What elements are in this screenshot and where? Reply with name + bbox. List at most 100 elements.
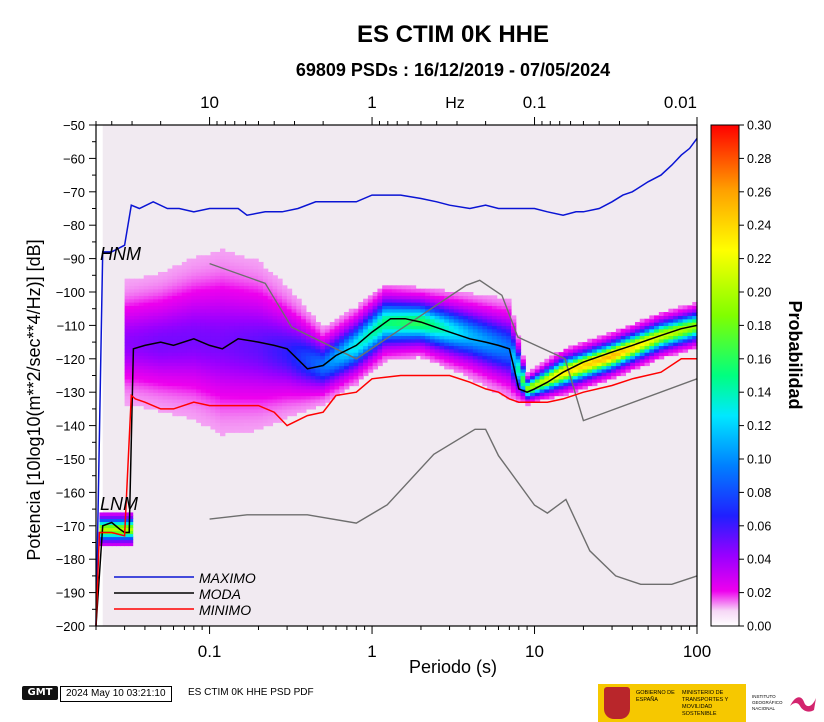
heatmap-cell bbox=[363, 312, 369, 316]
heatmap-cell bbox=[196, 418, 202, 423]
heatmap-cell bbox=[239, 365, 245, 370]
heatmap-cell bbox=[153, 308, 159, 313]
heatmap-cell bbox=[167, 292, 173, 296]
heatmap-cell bbox=[243, 285, 250, 290]
heatmap-cell bbox=[134, 388, 140, 393]
heatmap-cell bbox=[272, 365, 278, 370]
heatmap-cell bbox=[615, 345, 622, 350]
heatmap-cell bbox=[177, 378, 183, 383]
y-tick-label: −110 bbox=[57, 318, 85, 333]
heatmap-cell bbox=[367, 312, 374, 316]
heatmap-cell bbox=[248, 335, 254, 340]
heatmap-cell bbox=[220, 278, 226, 283]
heatmap-cell bbox=[167, 325, 173, 330]
heatmap-cell bbox=[625, 362, 631, 367]
heatmap-cell bbox=[334, 362, 340, 367]
heatmap-cell bbox=[191, 375, 197, 380]
heatmap-cell bbox=[107, 518, 113, 523]
heatmap-cell bbox=[305, 382, 312, 387]
heatmap-cell bbox=[243, 305, 250, 310]
heatmap-cell bbox=[558, 352, 565, 357]
heatmap-cell bbox=[320, 365, 326, 370]
heatmap-cell bbox=[205, 365, 212, 370]
heatmap-cell bbox=[220, 315, 226, 320]
heatmap-cell bbox=[107, 533, 113, 538]
heatmap-cell bbox=[134, 285, 140, 290]
heatmap-cell bbox=[153, 362, 159, 367]
heatmap-cell bbox=[301, 308, 307, 313]
heatmap-cell bbox=[248, 402, 254, 407]
heatmap-cell bbox=[286, 372, 293, 377]
heatmap-cell bbox=[510, 378, 517, 383]
heatmap-cell bbox=[220, 322, 226, 326]
heatmap-cell bbox=[191, 365, 197, 370]
heatmap-cell bbox=[243, 265, 250, 270]
heatmap-cell bbox=[134, 305, 140, 310]
heatmap-cell bbox=[167, 295, 173, 300]
heatmap-cell bbox=[277, 328, 283, 333]
heatmap-cell bbox=[324, 355, 331, 360]
heatmap-cell bbox=[410, 308, 417, 313]
heatmap-cell bbox=[158, 388, 164, 393]
heatmap-cell bbox=[272, 388, 278, 393]
heatmap-cell bbox=[482, 342, 488, 347]
heatmap-cell bbox=[262, 345, 269, 350]
heatmap-cell bbox=[444, 332, 450, 337]
heatmap-cell bbox=[134, 362, 140, 367]
heatmap-cell bbox=[549, 355, 555, 360]
heatmap-cell bbox=[215, 338, 221, 343]
heatmap-cell bbox=[158, 385, 164, 390]
heatmap-cell bbox=[116, 536, 121, 541]
heatmap-cell bbox=[128, 542, 134, 547]
heatmap-cell bbox=[210, 362, 216, 367]
heatmap-cell bbox=[324, 392, 331, 397]
heatmap-cell bbox=[367, 318, 374, 323]
heatmap-cell bbox=[596, 378, 603, 383]
heatmap-cell bbox=[186, 308, 192, 313]
heatmap-cell bbox=[243, 362, 250, 367]
heatmap-cell bbox=[315, 345, 321, 350]
heatmap-cell bbox=[148, 332, 154, 337]
heatmap-cell bbox=[196, 255, 202, 260]
heatmap-cell bbox=[420, 335, 426, 340]
heatmap-cell bbox=[162, 378, 169, 383]
heatmap-cell bbox=[205, 332, 212, 337]
heatmap-cell bbox=[606, 338, 612, 343]
heatmap-cell bbox=[129, 278, 135, 283]
heatmap-cell bbox=[458, 312, 464, 316]
heatmap-cell bbox=[138, 338, 145, 343]
heatmap-cell bbox=[496, 328, 503, 333]
heatmap-cell bbox=[99, 512, 105, 517]
heatmap-cell bbox=[592, 378, 598, 383]
heatmap-cell bbox=[587, 355, 593, 360]
heatmap-cell bbox=[158, 278, 164, 283]
heatmap-cell bbox=[286, 398, 293, 403]
heatmap-cell bbox=[434, 348, 441, 353]
heatmap-cell bbox=[491, 335, 498, 340]
heatmap-cell bbox=[172, 298, 178, 303]
heatmap-cell bbox=[239, 308, 245, 313]
heatmap-cell bbox=[267, 368, 274, 373]
heatmap-cell bbox=[568, 355, 574, 360]
heatmap-cell bbox=[282, 358, 288, 363]
heatmap-cell bbox=[425, 348, 431, 353]
heatmap-cell bbox=[677, 312, 684, 316]
heatmap-cell bbox=[367, 338, 374, 343]
heatmap-cell bbox=[563, 352, 569, 357]
heatmap-cell bbox=[253, 261, 259, 266]
heatmap-cell bbox=[229, 275, 235, 280]
heatmap-cell bbox=[229, 412, 235, 417]
heatmap-cell bbox=[243, 288, 250, 293]
heatmap-cell bbox=[243, 428, 250, 433]
heatmap-cell bbox=[162, 312, 169, 316]
heatmap-cell bbox=[687, 312, 693, 316]
heatmap-cell bbox=[177, 265, 183, 270]
heatmap-cell bbox=[234, 332, 240, 337]
heatmap-cell bbox=[658, 332, 665, 337]
heatmap-cell bbox=[277, 292, 283, 296]
heatmap-cell bbox=[99, 521, 105, 526]
heatmap-cell bbox=[363, 342, 369, 347]
heatmap-cell bbox=[315, 325, 321, 330]
heatmap-cell bbox=[191, 415, 197, 420]
heatmap-cell bbox=[124, 358, 130, 363]
